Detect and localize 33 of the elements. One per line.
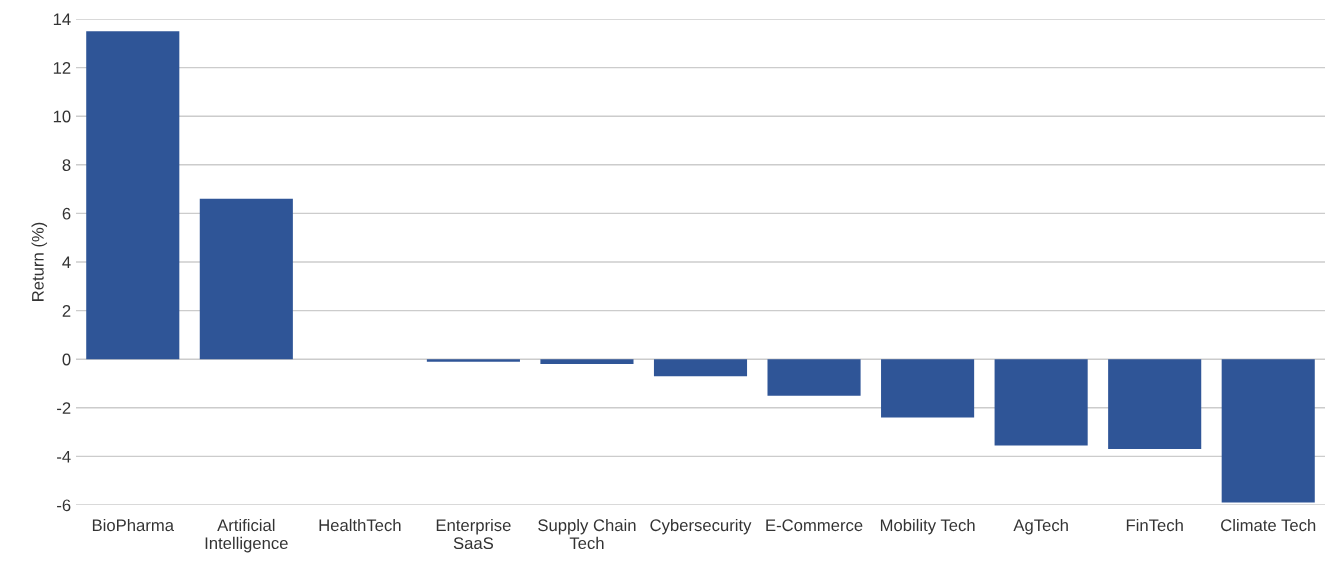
bar: [199, 198, 293, 360]
y-tick-label: 8: [62, 159, 71, 171]
y-tick-label: 14: [53, 13, 71, 26]
x-tick-label: FinTech: [1126, 518, 1183, 532]
x-tick-label: Cybersecurity: [650, 518, 752, 535]
x-tick-label: E-Commerce: [766, 519, 863, 532]
bar: [540, 359, 634, 365]
x-tick-label: BioPharma: [92, 518, 174, 532]
x-tick-label: Climate Tech: [1221, 518, 1316, 532]
bar: [994, 359, 1088, 446]
bar: [86, 31, 180, 360]
x-tick-label: HealthTech: [319, 518, 401, 532]
y-tick-label: -2: [57, 402, 71, 414]
y-tick-label: 6: [62, 207, 71, 220]
bar: [1108, 359, 1202, 450]
y-axis-title: Return (%): [31, 222, 48, 301]
y-tick-label: 10: [53, 110, 71, 123]
y-tick-label: 0: [62, 353, 71, 366]
bar: [426, 359, 520, 362]
y-tick-label: 4: [62, 256, 71, 269]
bar: [653, 359, 748, 377]
y-tick-label: -4: [57, 450, 71, 463]
x-tick-label: Mobility Tech: [880, 518, 975, 535]
bar: [1221, 359, 1315, 503]
x-tick-label: AgTech: [1013, 518, 1068, 535]
bar: [881, 359, 975, 418]
y-tick-label: -6: [57, 499, 71, 512]
bar: [767, 359, 861, 396]
x-tick-label: Enterprise SaaS: [436, 518, 511, 550]
x-tick-label: Supply Chain Tech: [538, 518, 636, 550]
x-tick-label: Artificial Intelligence: [205, 518, 288, 553]
y-tick-label: 2: [62, 305, 71, 317]
y-tick-label: 12: [53, 62, 71, 74]
